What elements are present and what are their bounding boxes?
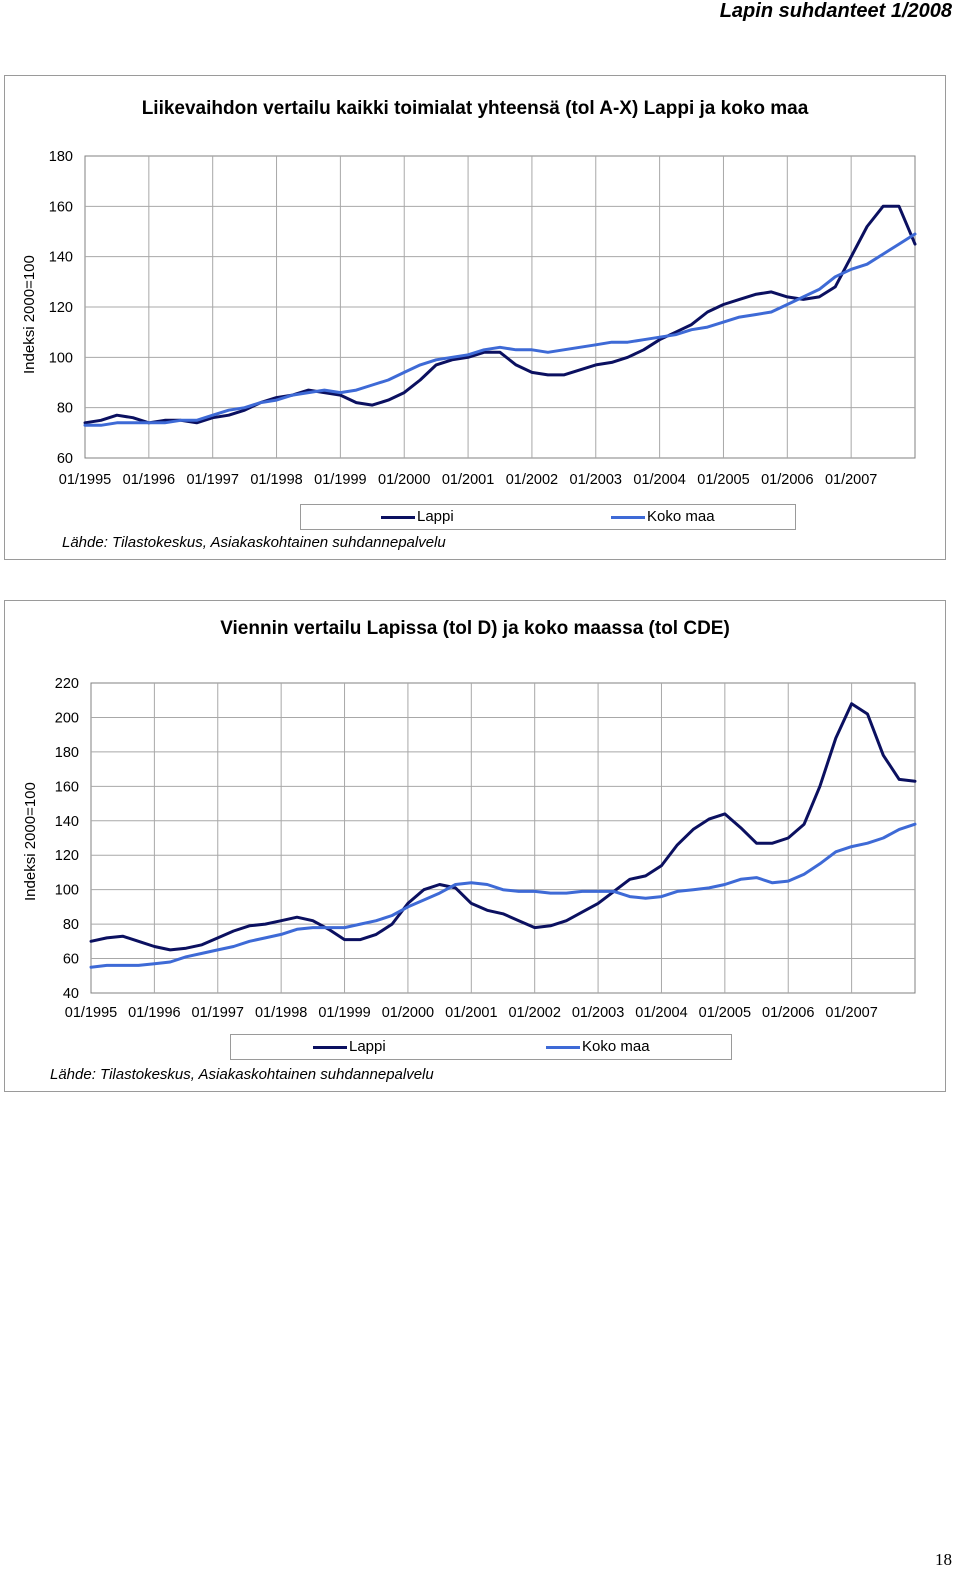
legend-swatch-koko-maa: [546, 1045, 580, 1049]
x-tick-label: 01/2003: [572, 1005, 624, 1021]
x-tick-label: 01/1995: [59, 472, 111, 488]
plot-area: [90, 682, 916, 994]
series-line-koko-maa: [83, 232, 917, 427]
chart-title: Liikevaihdon vertailu kaikki toimialat y…: [141, 98, 809, 119]
x-tick-label: 01/2006: [762, 1005, 814, 1021]
report-header: Lapin suhdanteet 1/2008: [719, 0, 952, 22]
x-tick-label: 01/1995: [65, 1005, 117, 1021]
x-tick-label: 01/2002: [506, 472, 558, 488]
x-tick-label: 01/2000: [382, 1005, 434, 1021]
legend-label: Lappi: [417, 508, 454, 525]
y-tick-label: 80: [57, 401, 73, 417]
turnover-plot: 01/1995 01/1996 01/1997 01/1998 01/1999 01/20…: [49, 149, 917, 488]
y-tick-label: 60: [63, 952, 79, 968]
x-tick-label: 01/1996: [123, 472, 175, 488]
y-tick-label: 40: [63, 986, 79, 1002]
x-tick-label: 01/2001: [442, 472, 494, 488]
legend-swatch-lappi: [313, 1045, 347, 1049]
legend-item-koko-maa: Koko maa: [611, 508, 715, 525]
x-tick-label: 01/2007: [825, 472, 877, 488]
x-tick-label: 01/2001: [445, 1005, 497, 1021]
y-tick-label: 180: [55, 745, 79, 761]
y-tick-label: 140: [55, 814, 79, 830]
x-tick-label: 01/1997: [186, 472, 238, 488]
chart-legend: Lappi Koko maa: [230, 1034, 732, 1060]
source-note: Lähde: Tilastokeskus, Asiakaskohtainen s…: [62, 534, 446, 551]
series-line-lappi: [89, 702, 917, 952]
chart-legend: Lappi Koko maa: [300, 504, 796, 530]
x-tick-label: 01/2004: [635, 1005, 687, 1021]
legend-label: Koko maa: [647, 508, 715, 525]
y-tick-label: 220: [55, 676, 79, 692]
legend-swatch-lappi: [381, 515, 415, 519]
chart-title: Viennin vertailu Lapissa (tol D) ja koko…: [220, 618, 730, 639]
exports-plot: 01/1995 01/1996 01/1997 01/1998 01/1999 01/20…: [55, 676, 917, 1021]
y-tick-label: 180: [49, 149, 73, 165]
x-tick-label: 01/2006: [761, 472, 813, 488]
y-tick-label: 100: [55, 883, 79, 899]
legend-item-lappi: Lappi: [381, 508, 454, 525]
x-tick-label: 01/1999: [314, 472, 366, 488]
x-tick-label: 01/1998: [255, 1005, 307, 1021]
x-tick-label: 01/2007: [825, 1005, 877, 1021]
x-tick-label: 01/2005: [697, 472, 749, 488]
x-tick-label: 01/1997: [192, 1005, 244, 1021]
y-tick-label: 120: [55, 848, 79, 864]
x-tick-label: 01/2002: [508, 1005, 560, 1021]
x-tick-label: 01/2003: [570, 472, 622, 488]
exports-chart: Viennin vertailu Lapissa (tol D) ja koko…: [4, 600, 946, 1092]
y-tick-label: 140: [49, 250, 73, 266]
source-note: Lähde: Tilastokeskus, Asiakaskohtainen s…: [50, 1066, 434, 1083]
y-tick-label: 60: [57, 451, 73, 467]
series-line-koko-maa: [89, 822, 917, 969]
x-tick-label: 01/2000: [378, 472, 430, 488]
legend-swatch-koko-maa: [611, 515, 645, 519]
x-tick-label: 01/2004: [633, 472, 685, 488]
y-tick-label: 80: [63, 917, 79, 933]
y-tick-label: 160: [49, 199, 73, 215]
y-tick-label: 160: [55, 779, 79, 795]
x-tick-label: 01/1996: [128, 1005, 180, 1021]
y-tick-label: 200: [55, 710, 79, 726]
series-line-lappi: [83, 204, 917, 425]
x-tick-label: 01/1998: [250, 472, 302, 488]
page-number: 18: [935, 1550, 952, 1569]
legend-label: Lappi: [349, 1038, 386, 1055]
turnover-chart: Liikevaihdon vertailu kaikki toimialat y…: [4, 75, 946, 560]
legend-label: Koko maa: [582, 1038, 650, 1055]
legend-item-koko-maa: Koko maa: [546, 1038, 650, 1055]
y-tick-label: 100: [49, 350, 73, 366]
x-tick-label: 01/2005: [699, 1005, 751, 1021]
x-tick-label: 01/1999: [318, 1005, 370, 1021]
legend-item-lappi: Lappi: [313, 1038, 386, 1055]
y-tick-label: 120: [49, 300, 73, 316]
